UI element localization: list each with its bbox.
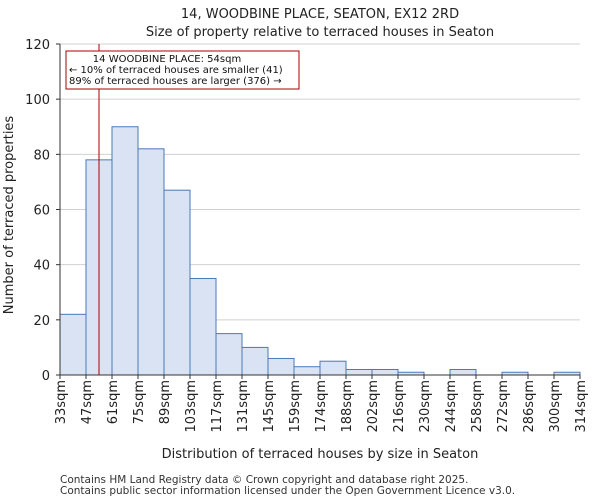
annotation-box: 14 WOODBINE PLACE: 54sqm ← 10% of terrac…: [65, 50, 300, 90]
bar-103sqm: [189, 277, 217, 376]
x-tick-label: 216sqm: [392, 380, 407, 433]
bars: [59, 126, 581, 376]
footer-line-2: Contains public sector information licen…: [60, 485, 515, 497]
x-tick-label: 300sqm: [548, 380, 563, 433]
chart-subtitle: Size of property relative to terraced ho…: [146, 25, 494, 40]
x-axis-label: Distribution of terraced houses by size …: [162, 447, 479, 462]
bar-117sqm: [215, 333, 243, 376]
bar-188sqm: [345, 368, 373, 376]
annotation-larger: 89% of terraced houses are larger (376) …: [69, 76, 282, 87]
y-tick-label: 0: [42, 369, 50, 384]
annotation-border: [65, 50, 300, 90]
bar-75sqm: [137, 148, 165, 376]
y-tick-label: 20: [33, 314, 50, 329]
bar-131sqm: [241, 346, 269, 376]
bar-202sqm: [371, 368, 399, 376]
y-tick-label: 60: [33, 204, 50, 219]
annotation-title: 14 WOODBINE PLACE: 54sqm: [93, 54, 241, 65]
chart-title: 14, WOODBINE PLACE, SEATON, EX12 2RD: [181, 7, 459, 22]
x-tick-label: 145sqm: [262, 380, 277, 433]
axes: [56, 43, 581, 379]
x-tick-label: 244sqm: [444, 380, 459, 433]
bar-244sqm: [449, 368, 477, 376]
footer-line-1: Contains HM Land Registry data © Crown c…: [60, 474, 468, 486]
x-tick-label: 61sqm: [106, 380, 121, 424]
bar-33sqm: [59, 313, 87, 376]
y-tick-label: 100: [25, 93, 50, 108]
x-tick-label: 202sqm: [366, 380, 381, 433]
x-tick-label: 117sqm: [210, 380, 225, 433]
bar-61sqm: [111, 126, 139, 376]
x-tick-label: 258sqm: [470, 380, 485, 433]
y-tick-label: 40: [33, 259, 50, 274]
annotation-smaller: ← 10% of terraced houses are smaller (41…: [69, 65, 283, 76]
x-tick-label: 286sqm: [522, 380, 537, 433]
y-tick-label: 80: [33, 148, 50, 163]
x-tick-label: 33sqm: [54, 380, 69, 424]
x-tick-label: 89sqm: [158, 380, 173, 424]
x-tick-label: 314sqm: [574, 380, 589, 433]
y-axis-label: Number of terraced properties: [2, 116, 17, 315]
y-tick-label: 120: [25, 38, 50, 53]
x-tick-label: 159sqm: [288, 380, 303, 433]
x-tick-labels: 33sqm 47sqm 61sqm 75sqm 89sqm 103sqm 117sqm 131…: [54, 380, 589, 433]
x-tick-label: 272sqm: [496, 380, 511, 433]
x-tick-label: 103sqm: [184, 380, 199, 433]
x-tick-label: 230sqm: [418, 380, 433, 433]
bar-159sqm: [293, 366, 321, 376]
bar-145sqm: [267, 357, 295, 376]
x-tick-label: 188sqm: [340, 380, 355, 433]
x-tick-label: 174sqm: [314, 380, 329, 433]
x-tick-label: 75sqm: [132, 380, 147, 424]
y-tick-labels: 0 20 40 60 80 100 120: [25, 38, 50, 384]
bar-89sqm: [163, 189, 191, 376]
bar-174sqm: [319, 360, 347, 376]
x-tick-label: 47sqm: [80, 380, 95, 424]
x-tick-label: 131sqm: [236, 380, 251, 433]
